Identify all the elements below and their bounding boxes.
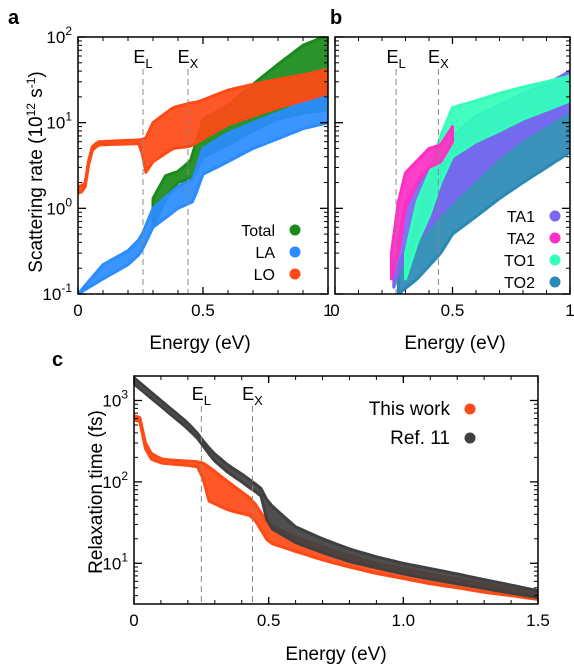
- x-tick-label: 0.5: [441, 301, 465, 320]
- legend-marker-total: [289, 224, 301, 236]
- plot-frame: [133, 375, 539, 605]
- series-ref-11: [134, 376, 538, 599]
- panel-a-data: [78, 37, 328, 294]
- series-this-work: [134, 414, 538, 601]
- panel-c-energy-lines: EL EX: [192, 384, 263, 604]
- y-tick-label: 102: [102, 469, 128, 492]
- legend-marker-to2: [549, 276, 561, 288]
- panel-c-y-label: Relaxation time (fs): [86, 410, 107, 574]
- panel-a-x-label: Energy (eV): [149, 333, 250, 354]
- x-tick-label: 1.5: [526, 611, 550, 630]
- legend-marker-lo: [289, 268, 301, 280]
- panel-a-energy-lines: EL EX: [133, 47, 199, 294]
- legend-label-ref-11: Ref. 11: [390, 428, 450, 449]
- panel-a-legend: Total LA LO: [241, 223, 301, 284]
- legend-marker-ta1: [549, 210, 561, 222]
- y-tick-label: 10-1: [42, 281, 72, 304]
- energy-label-l: EL: [192, 384, 211, 408]
- panel-a-axes: 0 0.5 1 10-1 100 101 102: [42, 24, 332, 320]
- energy-label-l: EL: [133, 47, 152, 71]
- legend-marker-to1: [549, 254, 561, 266]
- legend-marker-ref-11: [464, 432, 476, 444]
- legend-marker-la: [289, 246, 301, 258]
- y-tick-label: 100: [46, 195, 72, 218]
- panel-b-x-label: Energy (eV): [404, 333, 505, 354]
- x-tick-label: 1: [323, 301, 332, 320]
- series-lo: [78, 67, 328, 195]
- panel-b-axes: 0 0.5 1: [330, 36, 574, 320]
- y-tick-label: 103: [102, 388, 128, 411]
- energy-label-x: EX: [242, 384, 263, 408]
- x-tick-label: 0: [73, 301, 82, 320]
- x-tick-label: 1.0: [392, 611, 416, 630]
- legend-label-to1: TO1: [504, 253, 535, 270]
- y-tick-label: 102: [46, 24, 72, 47]
- x-tick-label: 0: [330, 301, 339, 320]
- x-tick-label: 1: [565, 301, 574, 320]
- legend-label-lo: LO: [254, 267, 275, 284]
- legend-label-total: Total: [241, 223, 275, 240]
- y-tick-label: 101: [102, 550, 128, 573]
- x-tick-label: 0.5: [257, 611, 281, 630]
- panel-b-legend: TA1 TA2 TO1 TO2: [504, 209, 561, 292]
- panel-label-c: c: [52, 349, 63, 371]
- y-tick-label: 101: [46, 110, 72, 133]
- legend-label-ta1: TA1: [507, 209, 535, 226]
- panel-a: a EL EX 0 0.5 1 10-1 100 101 102 Total LA LO Ener…: [8, 7, 333, 354]
- panel-c-data: [134, 376, 538, 601]
- series-ta2: [389, 125, 454, 281]
- energy-label-x: EX: [178, 47, 199, 71]
- panel-label-b: b: [330, 7, 342, 29]
- panel-c: c EL EX 0 0.5 1.0 1.5 101 102 103 This work Ref.…: [52, 349, 550, 665]
- legend-label-this-work: This work: [369, 399, 451, 420]
- panel-b-data: [389, 69, 570, 294]
- legend-marker-this-work: [464, 403, 476, 415]
- x-tick-label: 0.5: [191, 301, 215, 320]
- legend-label-ta2: TA2: [507, 231, 535, 248]
- panel-a-y-label: Scattering rate (1012 s-1): [24, 71, 47, 272]
- legend-label-to2: TO2: [504, 275, 535, 292]
- panel-c-legend: This work Ref. 11: [369, 399, 476, 449]
- legend-label-la: LA: [255, 245, 275, 262]
- panel-label-a: a: [8, 7, 20, 29]
- energy-label-l: EL: [386, 47, 405, 71]
- legend-marker-ta2: [549, 232, 561, 244]
- series-to1: [404, 74, 570, 281]
- panel-c-x-label: Energy (eV): [285, 644, 386, 665]
- series-la: [78, 95, 328, 294]
- energy-label-x: EX: [428, 47, 449, 71]
- x-tick-label: 0: [129, 611, 138, 630]
- panel-c-axes: 0 0.5 1.0 1.5 101 102 103: [102, 375, 550, 630]
- panel-b-energy-lines: EL EX: [386, 47, 449, 294]
